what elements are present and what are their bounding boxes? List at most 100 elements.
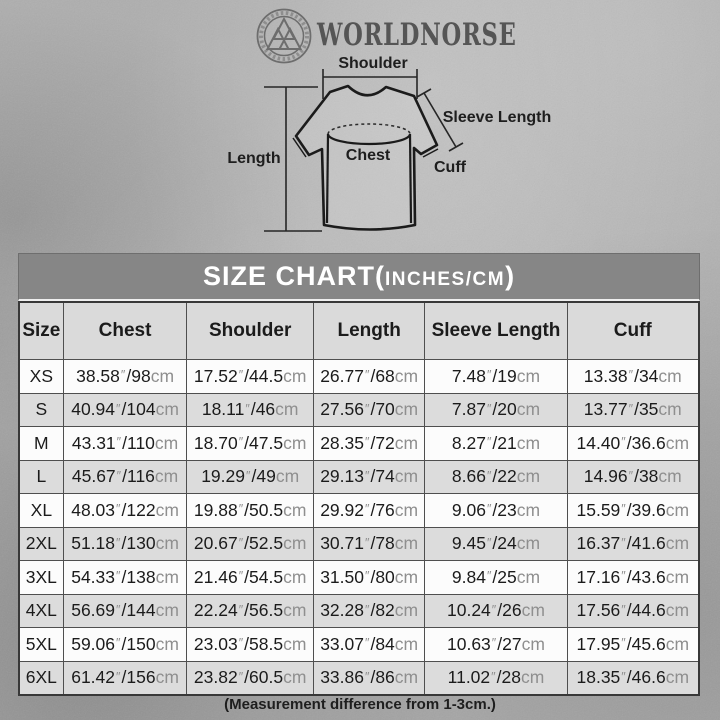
column-header-size: Size <box>18 301 64 360</box>
measure-cell: 30.71″/78cm <box>312 526 426 561</box>
measure-cell: 10.24″/26cm <box>424 593 568 628</box>
chest-cylinder-side-left <box>325 133 330 224</box>
size-table: Size Chest Shoulder Length Sleeve Length… <box>18 301 700 696</box>
column-header-shoulder: Shoulder <box>186 301 314 360</box>
measure-cell: 61.42″/156cm <box>62 660 188 696</box>
valknut-logo-icon <box>256 8 312 64</box>
measure-cell: 32.28″/82cm <box>312 593 426 628</box>
measure-cell: 18.11″/46cm <box>186 392 314 427</box>
measure-cell: 7.87″/20cm <box>424 392 568 427</box>
size-cell: 3XL <box>18 560 64 595</box>
right-cuff-line <box>422 148 439 158</box>
measure-cell: 9.06″/23cm <box>424 493 568 528</box>
sleeve-indicator <box>416 88 464 152</box>
table-row: 6XL 61.42″/156cm 23.82″/60.5cm 33.86″/86cm 1… <box>18 660 700 696</box>
measure-cell: 33.86″/86cm <box>312 660 426 696</box>
measure-cell: 20.67″/52.5cm <box>186 526 314 561</box>
measure-cell: 38.58″/98cm <box>62 359 188 394</box>
measure-cell: 23.03″/58.5cm <box>186 627 314 662</box>
measure-cell: 17.52″/44.5cm <box>186 359 314 394</box>
measure-cell: 16.37″/41.6cm <box>566 526 700 561</box>
measure-cell: 15.59″/39.6cm <box>566 493 700 528</box>
size-chart-title: SIZE CHART(INCHES/CM) <box>18 253 700 301</box>
measure-cell: 45.67″/116cm <box>62 459 188 494</box>
size-cell: XL <box>18 493 64 528</box>
table-row: 4XL 56.69″/144cm 22.24″/56.5cm 32.28″/82cm 1… <box>18 593 700 628</box>
measure-cell: 17.56″/44.6cm <box>566 593 700 628</box>
table-row: 2XL 51.18″/130cm 20.67″/52.5cm 30.71″/78cm 9… <box>18 526 700 561</box>
table-row: XL 48.03″/122cm 19.88″/50.5cm 29.92″/76cm 9.… <box>18 493 700 528</box>
size-cell: XS <box>18 359 64 394</box>
measure-cell: 14.40″/36.6cm <box>566 426 700 461</box>
chest-ellipse-back <box>327 123 411 135</box>
measure-cell: 17.16″/43.6cm <box>566 560 700 595</box>
tshirt-outline <box>294 84 439 231</box>
size-cell: L <box>18 459 64 494</box>
size-chart-title-main: SIZE CHART( <box>202 261 385 291</box>
size-cell: 2XL <box>18 526 64 561</box>
measure-cell: 48.03″/122cm <box>62 493 188 528</box>
measure-cell: 26.77″/68cm <box>312 359 426 394</box>
table-row: 5XL 59.06″/150cm 23.03″/58.5cm 33.07″/84cm 1… <box>18 627 700 662</box>
measure-cell: 8.27″/21cm <box>424 426 568 461</box>
measure-cell: 31.50″/80cm <box>312 560 426 595</box>
measure-cell: 18.35″/46.6cm <box>566 660 700 696</box>
measure-cell: 56.69″/144cm <box>62 593 188 628</box>
column-header-length: Length <box>312 301 426 360</box>
diagram-label-chest: Chest <box>346 147 391 164</box>
length-indicator <box>264 86 322 232</box>
diagram-label-sleeve-length: Sleeve Length <box>443 109 551 126</box>
size-cell: 5XL <box>18 627 64 662</box>
measure-cell: 22.24″/56.5cm <box>186 593 314 628</box>
measurement-note: (Measurement difference from 1-3cm.) <box>224 696 496 713</box>
size-table-body: XS 38.58″/98cm 17.52″/44.5cm 26.77″/68cm 7.4… <box>18 359 700 696</box>
table-row: S 40.94″/104cm 18.11″/46cm 27.56″/70cm 7.87″… <box>18 392 700 427</box>
measure-cell: 29.92″/76cm <box>312 493 426 528</box>
column-header-sleeve-length: Sleeve Length <box>424 301 568 360</box>
chest-ellipse-front <box>326 133 412 146</box>
size-chart-title-close: ) <box>505 261 516 291</box>
measure-cell: 11.02″/28cm <box>424 660 568 696</box>
measure-cell: 13.77″/35cm <box>566 392 700 427</box>
measure-cell: 19.88″/50.5cm <box>186 493 314 528</box>
table-row: L 45.67″/116cm 19.29″/49cm 29.13″/74cm 8.66″… <box>18 459 700 494</box>
measure-cell: 28.35″/72cm <box>312 426 426 461</box>
measure-cell: 29.13″/74cm <box>312 459 426 494</box>
table-row: XS 38.58″/98cm 17.52″/44.5cm 26.77″/68cm 7.4… <box>18 359 700 394</box>
measure-cell: 7.48″/19cm <box>424 359 568 394</box>
measure-cell: 23.82″/60.5cm <box>186 660 314 696</box>
brand-name: WORLDNORSE <box>317 17 517 53</box>
measure-cell: 13.38″/34cm <box>566 359 700 394</box>
size-chart-title-sub: INCHES/CM <box>384 269 506 290</box>
column-header-cuff: Cuff <box>566 301 700 360</box>
header-row: Size Chest Shoulder Length Sleeve Length… <box>18 301 700 360</box>
measure-cell: 40.94″/104cm <box>62 392 188 427</box>
shoulder-indicator <box>322 69 418 99</box>
column-header-chest: Chest <box>62 301 188 360</box>
diagram-label-shoulder: Shoulder <box>338 55 407 72</box>
size-cell: S <box>18 392 64 427</box>
size-cell: 4XL <box>18 593 64 628</box>
size-chart: SIZE CHART(INCHES/CM) Size Chest Shoulde… <box>18 253 700 696</box>
measure-cell: 51.18″/130cm <box>62 526 188 561</box>
measure-cell: 17.95″/45.6cm <box>566 627 700 662</box>
diagram-label-cuff: Cuff <box>434 159 467 176</box>
measure-cell: 9.84″/25cm <box>424 560 568 595</box>
measure-cell: 27.56″/70cm <box>312 392 426 427</box>
left-cuff-line <box>292 137 307 158</box>
measure-cell: 18.70″/47.5cm <box>186 426 314 461</box>
diagram-label-length: Length <box>227 150 280 167</box>
table-row: 3XL 54.33″/138cm 21.46″/54.5cm 31.50″/80cm 9… <box>18 560 700 595</box>
size-cell: 6XL <box>18 660 64 696</box>
measure-cell: 8.66″/22cm <box>424 459 568 494</box>
size-cell: M <box>18 426 64 461</box>
chest-cylinder-side-right <box>408 133 413 224</box>
measure-cell: 33.07″/84cm <box>312 627 426 662</box>
measure-cell: 9.45″/24cm <box>424 526 568 561</box>
measure-cell: 21.46″/54.5cm <box>186 560 314 595</box>
measure-cell: 10.63″/27cm <box>424 627 568 662</box>
measure-cell: 19.29″/49cm <box>186 459 314 494</box>
table-row: M 43.31″/110cm 18.70″/47.5cm 28.35″/72cm 8.2… <box>18 426 700 461</box>
measure-cell: 14.96″/38cm <box>566 459 700 494</box>
measure-cell: 43.31″/110cm <box>62 426 188 461</box>
